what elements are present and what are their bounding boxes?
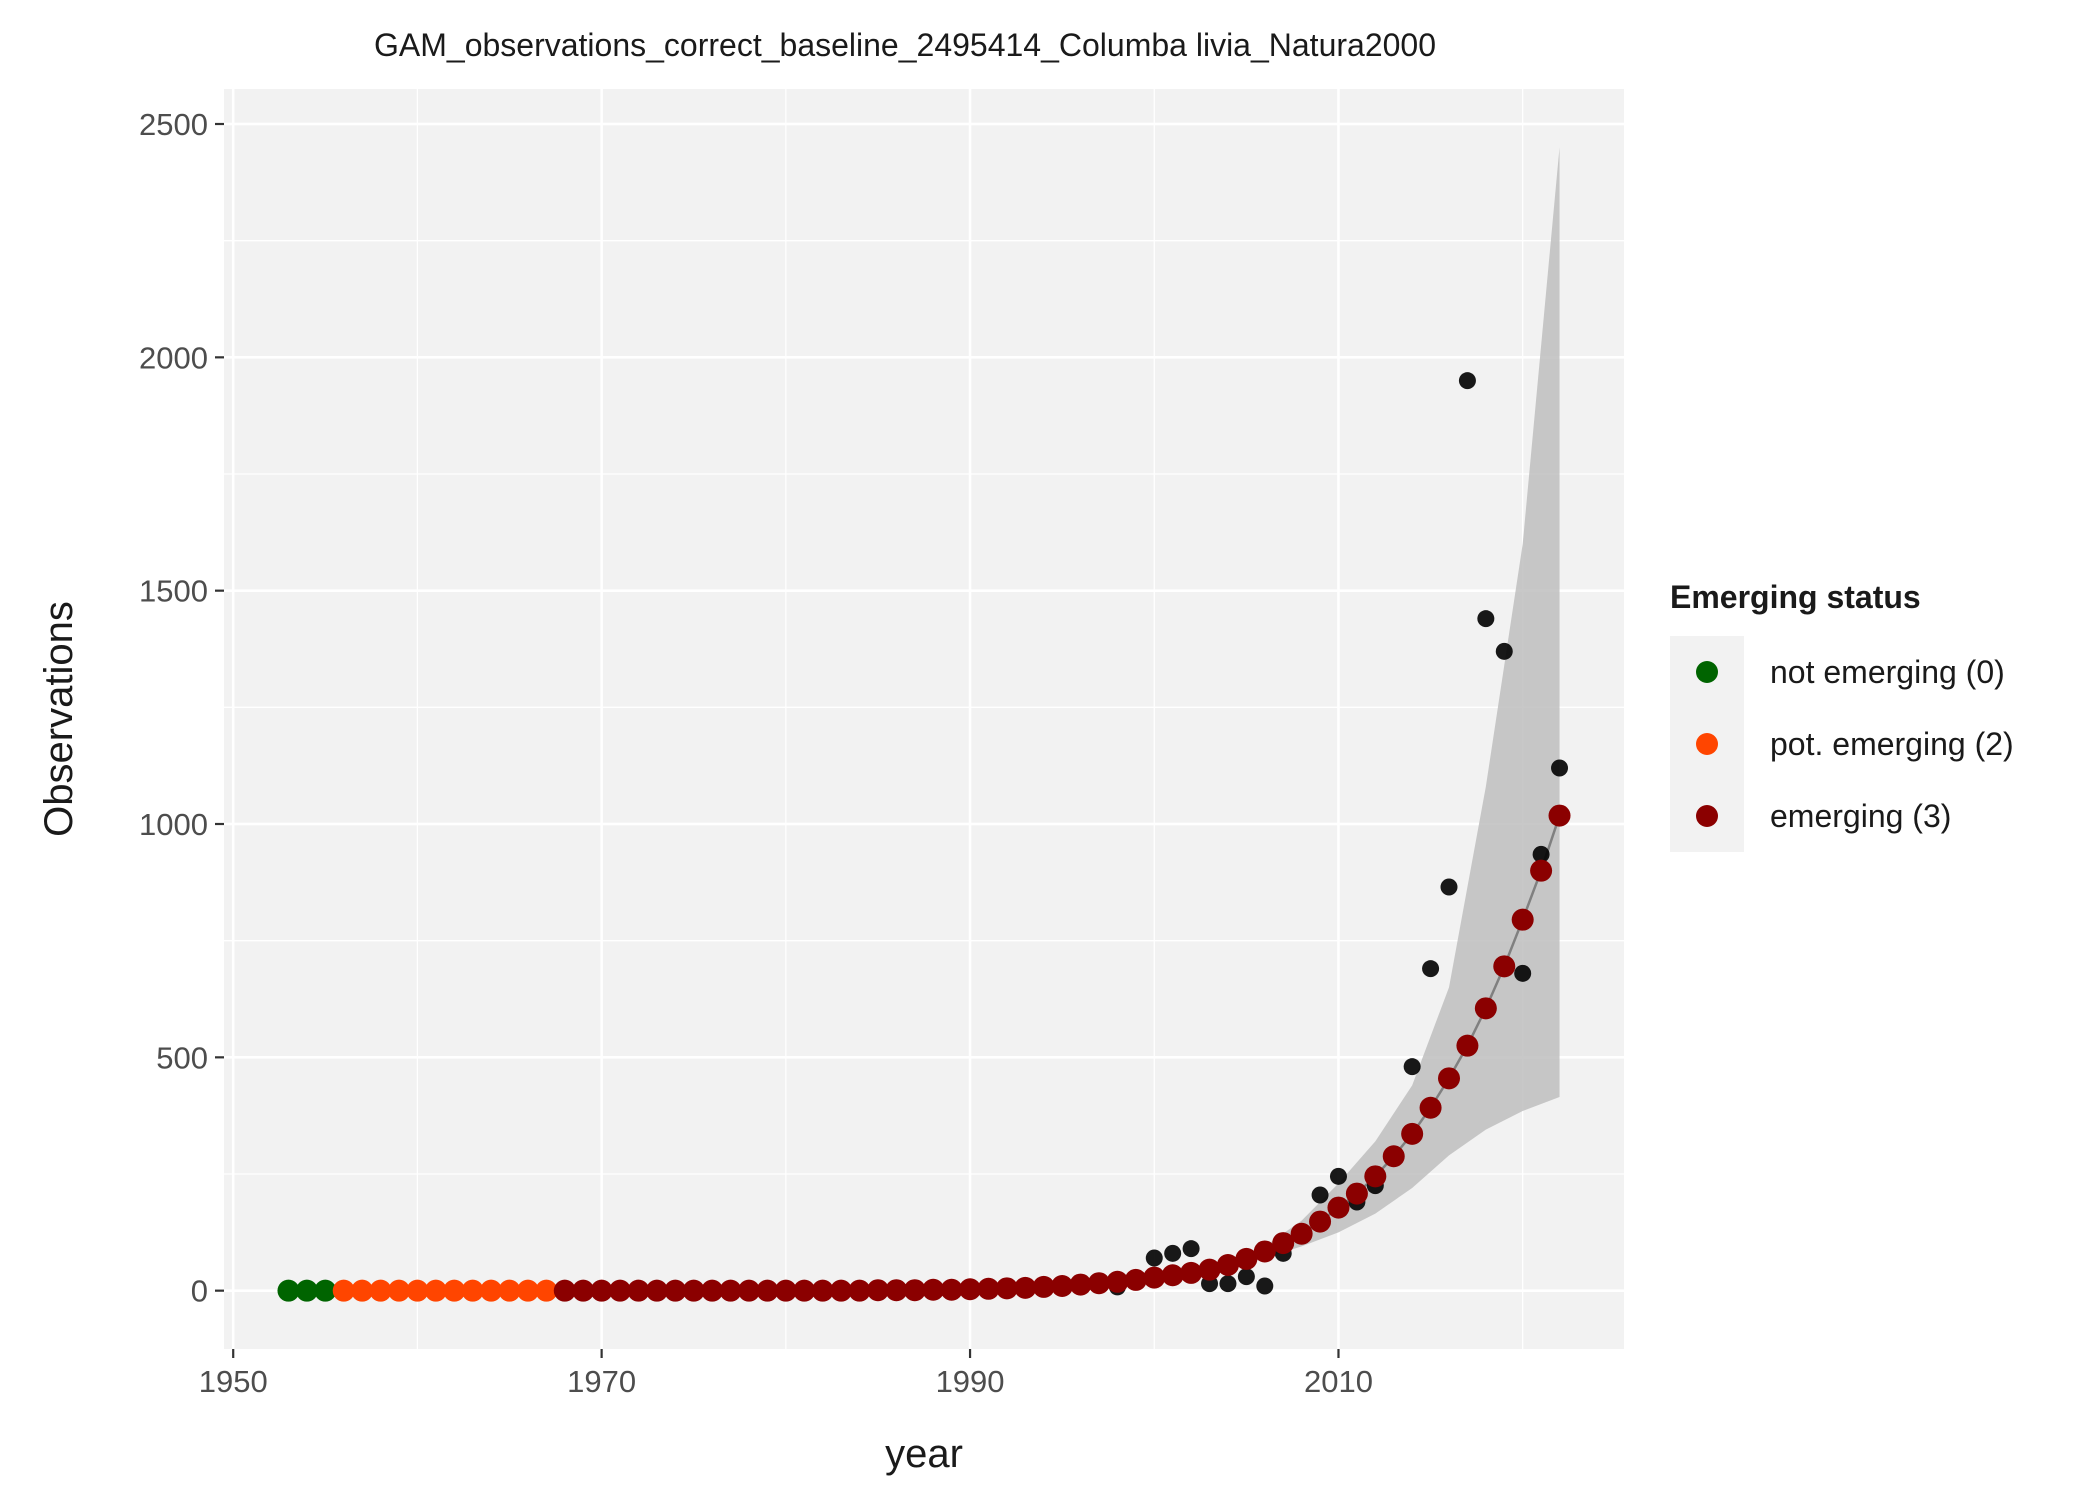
chart-title: GAM_observations_correct_baseline_249541… <box>374 27 1436 63</box>
y-axis-label: Observations <box>37 601 81 837</box>
fitted-point <box>1512 909 1534 931</box>
legend: Emerging status not emerging (0) pot. eme… <box>1670 579 2014 852</box>
observed-point <box>1183 1240 1200 1257</box>
fitted-point <box>1493 955 1515 977</box>
x-tick-label: 2010 <box>1304 1364 1373 1399</box>
observed-point <box>1164 1245 1181 1262</box>
y-axis: 0 500 1000 1500 2000 2500 <box>139 107 224 1309</box>
y-tick-label: 1000 <box>139 807 208 842</box>
y-tick-label: 2500 <box>139 107 208 142</box>
fitted-point <box>1180 1262 1202 1284</box>
observed-point <box>1404 1058 1421 1075</box>
observed-point <box>1219 1275 1236 1292</box>
observed-point <box>1238 1268 1255 1285</box>
x-tick-label: 1970 <box>567 1364 636 1399</box>
fitted-point <box>1438 1067 1460 1089</box>
legend-key <box>1696 805 1718 827</box>
fitted-point <box>1475 997 1497 1019</box>
observed-point <box>1330 1168 1347 1185</box>
x-tick-label: 1950 <box>199 1364 268 1399</box>
observed-point <box>1496 643 1513 660</box>
fitted-point <box>1420 1097 1442 1119</box>
fitted-point <box>1309 1211 1331 1233</box>
fitted-point <box>1456 1035 1478 1057</box>
legend-label: not emerging (0) <box>1770 654 2005 690</box>
observed-point <box>1514 965 1531 982</box>
legend-key <box>1696 733 1718 755</box>
fitted-point <box>1383 1145 1405 1167</box>
y-tick-label: 2000 <box>139 340 208 375</box>
fitted-point <box>1291 1223 1313 1245</box>
observed-point <box>1312 1187 1329 1204</box>
y-tick-label: 0 <box>191 1274 208 1309</box>
observed-point <box>1551 760 1568 777</box>
observed-point <box>1422 960 1439 977</box>
legend-label: emerging (3) <box>1770 798 1951 834</box>
fitted-point <box>1549 805 1571 827</box>
fitted-point <box>1530 860 1552 882</box>
fitted-point <box>1199 1259 1221 1281</box>
x-tick-label: 1990 <box>936 1364 1005 1399</box>
fitted-point <box>1401 1123 1423 1145</box>
observed-point <box>1459 372 1476 389</box>
observed-point <box>1441 879 1458 896</box>
fitted-point <box>1364 1165 1386 1187</box>
y-tick-label: 1500 <box>139 574 208 609</box>
observed-point <box>1477 610 1494 627</box>
fitted-point <box>1346 1183 1368 1205</box>
observed-point <box>1256 1278 1273 1295</box>
legend-label: pot. emerging (2) <box>1770 726 2014 762</box>
x-axis: 1950 1970 1990 2010 <box>199 1349 1373 1399</box>
y-tick-label: 500 <box>156 1040 208 1075</box>
observed-point <box>1146 1250 1163 1267</box>
fitted-point <box>1327 1197 1349 1219</box>
legend-key <box>1696 661 1718 683</box>
x-axis-label: year <box>885 1432 963 1476</box>
legend-title: Emerging status <box>1670 579 1921 615</box>
